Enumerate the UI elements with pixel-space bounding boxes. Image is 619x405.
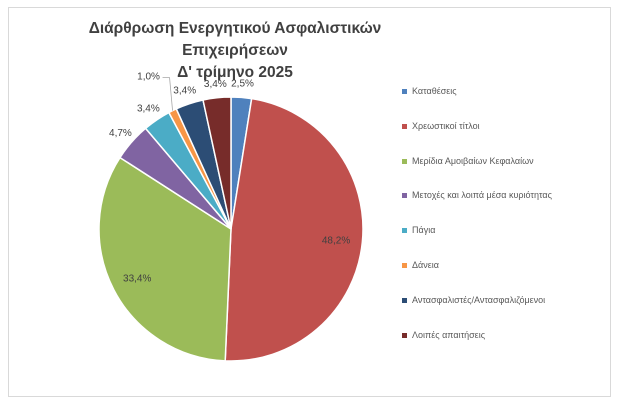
legend-swatch <box>402 332 407 338</box>
legend-swatch <box>402 123 407 129</box>
legend-swatch <box>402 297 407 303</box>
legend-label: Χρεωστικοί τίτλοι <box>412 120 480 131</box>
data-label: 4,7% <box>109 128 132 139</box>
data-label: 1,0% <box>137 72 160 83</box>
legend-label: Μερίδια Αμοιβαίων Κεφαλαίων <box>412 155 534 166</box>
legend-label: Αντασφαλιστές/Αντασφαλιζόμενοι <box>412 294 546 305</box>
pie-slice <box>224 97 364 362</box>
legend-item: Αντασφαλιστές/Αντασφαλιζόμενοι <box>402 295 552 330</box>
legend-swatch <box>402 193 407 199</box>
chart-title: Διάρθρωση Ενεργητικού Ασφαλιστικών Επιχε… <box>60 18 410 84</box>
legend-item: Καταθέσεις <box>402 86 552 121</box>
data-label: 3,4% <box>204 79 227 90</box>
chart-title-line-2: Δ' τρίμηνο 2025 <box>177 64 293 81</box>
data-label: 48,2% <box>322 236 350 247</box>
legend-label: Πάγια <box>412 225 436 236</box>
legend-item: Πάγια <box>402 225 552 260</box>
legend-item: Μερίδια Αμοιβαίων Κεφαλαίων <box>402 156 552 191</box>
leader-line <box>162 77 173 111</box>
legend-label: Δάνεια <box>412 259 439 270</box>
data-label: 3,4% <box>173 85 196 96</box>
legend-label: Μετοχές και λοιπά μέσα κυριότητας <box>412 190 552 201</box>
legend-item: Μετοχές και λοιπά μέσα κυριότητας <box>402 190 552 225</box>
legend-swatch <box>402 262 407 268</box>
legend-swatch <box>402 228 407 234</box>
legend-swatch <box>402 89 407 94</box>
data-label: 2,5% <box>231 78 254 89</box>
legend-label: Καταθέσεις <box>412 86 457 96</box>
legend-item: Λοιπές απαιτήσεις <box>402 330 552 365</box>
legend-item: Χρεωστικοί τίτλοι <box>402 121 552 156</box>
legend-swatch <box>402 158 407 164</box>
legend: Καταθέσεις Χρεωστικοί τίτλοι Μερίδια Αμοιβ… <box>402 86 552 364</box>
legend-label: Λοιπές απαιτήσεις <box>412 329 486 340</box>
data-label: 33,4% <box>123 274 151 285</box>
chart-title-line-1: Διάρθρωση Ενεργητικού Ασφαλιστικών Επιχε… <box>88 20 382 59</box>
legend-item: Δάνεια <box>402 260 552 295</box>
pie-slice <box>202 96 232 230</box>
data-label: 3,4% <box>137 103 160 114</box>
